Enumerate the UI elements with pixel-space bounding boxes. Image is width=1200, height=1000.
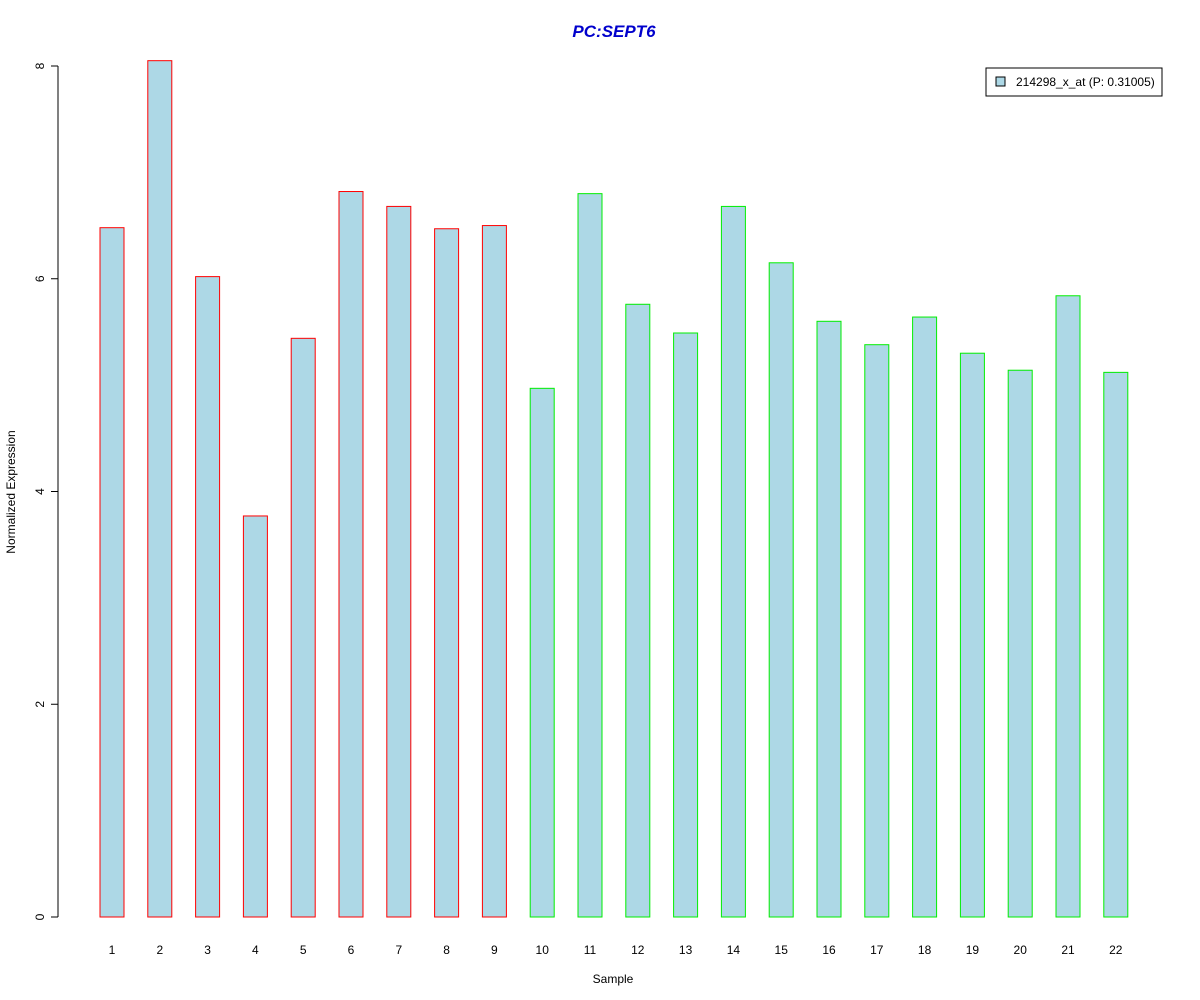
- bar-sample-18: [912, 316, 938, 918]
- x-tick-label: 19: [966, 943, 980, 957]
- x-tick-label: 17: [870, 943, 884, 957]
- legend-swatch: [995, 76, 1006, 87]
- bar-sample-13: [673, 332, 699, 918]
- x-tick-label: 12: [631, 943, 645, 957]
- bar-sample-2: [147, 60, 173, 918]
- x-tick-label: 7: [395, 943, 402, 957]
- x-tick-label: 21: [1061, 943, 1075, 957]
- x-tick-labels: 1 2 3 4 5 6 7 8 9 10 11 12 13 14 15 16 17 18 19 20 21 22: [109, 943, 1123, 957]
- x-tick-label: 14: [727, 943, 741, 957]
- bar-sample-21: [1055, 295, 1081, 918]
- x-tick-label: 2: [156, 943, 163, 957]
- y-ticks: 0 2 4 6 8: [33, 62, 58, 920]
- bar-sample-10: [529, 387, 555, 918]
- x-tick-label: 9: [491, 943, 498, 957]
- legend-box: [985, 67, 1163, 97]
- bar-sample-4: [242, 515, 268, 918]
- bar-sample-7: [386, 205, 412, 918]
- bar-sample-17: [864, 344, 890, 918]
- x-tick-label: 1: [109, 943, 116, 957]
- bar-sample-3: [195, 276, 221, 918]
- bar-sample-16: [816, 320, 842, 918]
- bar-sample-15: [768, 262, 794, 918]
- y-tick-label: 4: [33, 488, 47, 495]
- x-tick-label: 15: [775, 943, 789, 957]
- x-tick-label: 18: [918, 943, 932, 957]
- chart-title: PC:SEPT6: [572, 22, 656, 41]
- bar-sample-19: [959, 352, 985, 918]
- x-tick-label: 10: [536, 943, 550, 957]
- y-tick-label: 6: [33, 275, 47, 282]
- x-tick-label: 3: [204, 943, 211, 957]
- x-tick-label: 13: [679, 943, 693, 957]
- y-tick-label: 0: [33, 913, 47, 920]
- x-tick-label: 6: [348, 943, 355, 957]
- x-tick-label: 16: [822, 943, 836, 957]
- bar-sample-22: [1103, 371, 1129, 918]
- x-tick-label: 22: [1109, 943, 1123, 957]
- y-tick-label: 8: [33, 62, 47, 69]
- bar-sample-20: [1007, 369, 1033, 918]
- x-tick-label: 8: [443, 943, 450, 957]
- bar-sample-12: [625, 303, 651, 918]
- x-tick-label: 4: [252, 943, 259, 957]
- legend: 214298_x_at (P: 0.31005): [985, 67, 1163, 97]
- bars: [99, 60, 1129, 918]
- bar-sample-9: [481, 225, 507, 918]
- bar-sample-5: [290, 337, 316, 918]
- y-axis-label: Normalized Expression: [4, 430, 18, 553]
- bar-sample-6: [338, 191, 364, 918]
- y-tick-label: 2: [33, 701, 47, 708]
- x-tick-label: 5: [300, 943, 307, 957]
- bar-sample-1: [99, 227, 125, 918]
- x-tick-label: 20: [1014, 943, 1028, 957]
- x-tick-label: 11: [584, 943, 597, 957]
- bar-sample-14: [720, 205, 746, 918]
- bar-sample-11: [577, 193, 603, 918]
- legend-label: 214298_x_at (P: 0.31005): [1016, 75, 1155, 89]
- x-axis-label: Sample: [593, 972, 634, 986]
- bar-sample-8: [434, 228, 460, 918]
